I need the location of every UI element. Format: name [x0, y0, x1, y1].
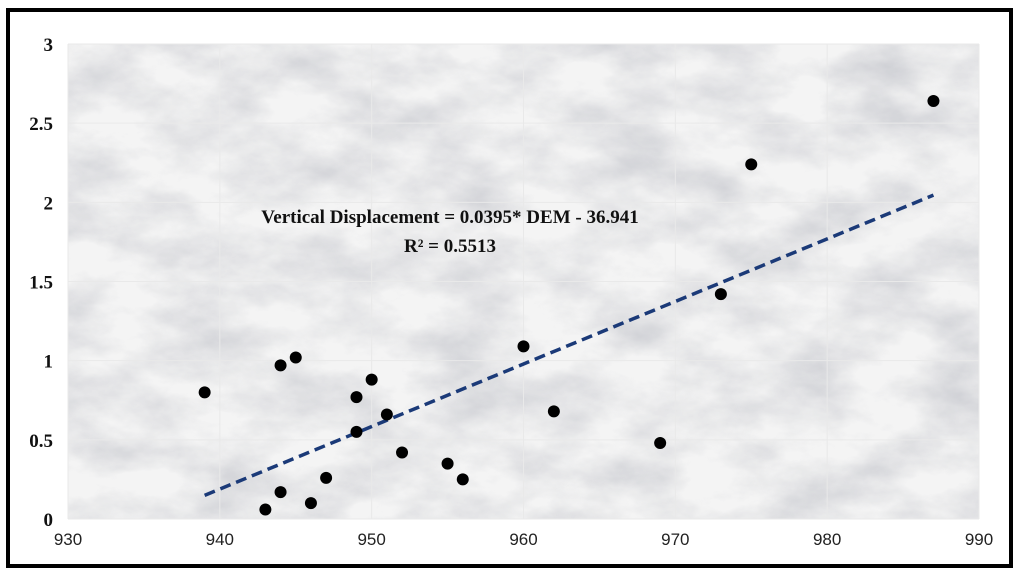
data-points — [198, 95, 940, 516]
x-axis-ticks: 930 940 950 960 970 980 990 — [54, 530, 993, 549]
data-point — [320, 471, 333, 484]
scatter-chart: 0 0.5 1 1.5 2 2.5 3 930 940 950 960 970 980 990 Vert… — [29, 35, 993, 549]
data-point — [517, 340, 530, 353]
y-tick-label: 1 — [44, 352, 54, 373]
x-tick-label: 970 — [661, 530, 689, 549]
y-tick-label: 2 — [44, 193, 54, 214]
x-tick-label: 960 — [509, 530, 537, 549]
data-point — [456, 473, 469, 486]
trendline-equation: Vertical Displacement = 0.0395* DEM - 36… — [261, 207, 638, 228]
gridlines — [67, 43, 980, 520]
data-point — [654, 437, 667, 449]
data-point — [714, 288, 727, 301]
x-tick-label: 990 — [965, 530, 993, 549]
x-tick-label: 940 — [206, 530, 234, 549]
y-tick-label: 2.5 — [29, 114, 53, 135]
x-tick-label: 980 — [813, 530, 841, 549]
data-point — [380, 408, 393, 421]
data-point — [198, 386, 211, 399]
y-tick-label: 3 — [44, 35, 54, 56]
data-point — [304, 497, 317, 510]
data-point — [259, 503, 272, 516]
x-tick-label: 950 — [357, 530, 385, 549]
y-tick-label: 0.5 — [29, 431, 53, 452]
chart-frame: 0 0.5 1 1.5 2 2.5 3 930 940 950 960 970 980 990 Vert… — [6, 8, 1013, 568]
data-point — [274, 486, 287, 499]
plot-area — [67, 43, 980, 520]
data-point — [396, 446, 409, 459]
data-point — [350, 425, 363, 438]
x-tick-label: 930 — [54, 530, 82, 549]
data-point — [441, 457, 454, 470]
y-axis-ticks: 0 0.5 1 1.5 2 2.5 3 — [29, 35, 53, 531]
data-point — [274, 359, 287, 372]
y-tick-label: 1.5 — [29, 273, 53, 294]
data-point — [365, 373, 378, 386]
data-point — [547, 405, 560, 418]
r-squared-label: R² = 0.5513 — [404, 236, 496, 257]
data-point — [350, 391, 363, 404]
trendline — [203, 193, 935, 497]
y-tick-label: 0 — [44, 510, 54, 531]
data-point — [289, 351, 302, 364]
data-point — [927, 95, 940, 107]
data-point — [745, 158, 758, 171]
